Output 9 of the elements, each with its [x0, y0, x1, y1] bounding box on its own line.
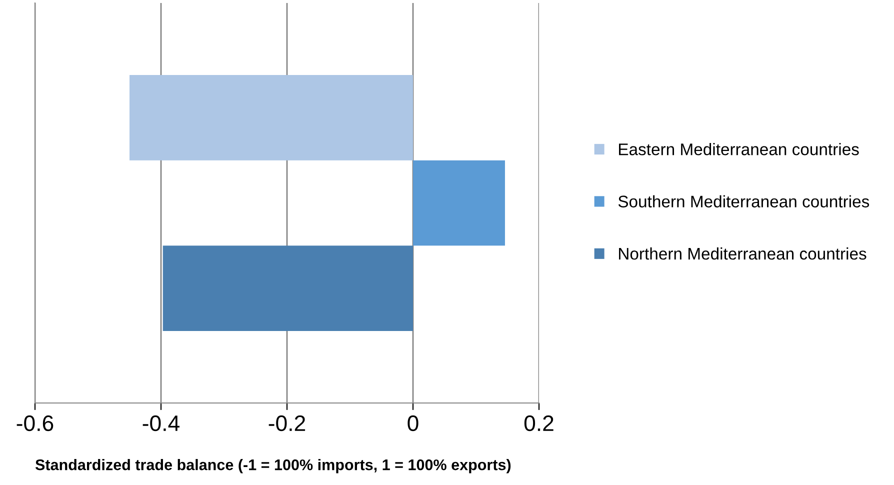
x-axis-title: Standardized trade balance (-1 = 100% imports, 1 = 100% exports) [35, 459, 511, 474]
legend-label: Southern Mediterranean countries [618, 195, 870, 208]
legend-label: Northern Mediterranean countries [619, 247, 866, 260]
x-tick-label: -0.2 [268, 415, 306, 432]
x-tick-label: 0.2 [524, 415, 554, 432]
legend-label: Eastern Mediterranean countries [619, 143, 859, 156]
x-tick-label: -0.6 [16, 415, 54, 432]
x-tick-label: 0 [408, 415, 418, 432]
x-tick-label: -0.4 [142, 415, 180, 432]
